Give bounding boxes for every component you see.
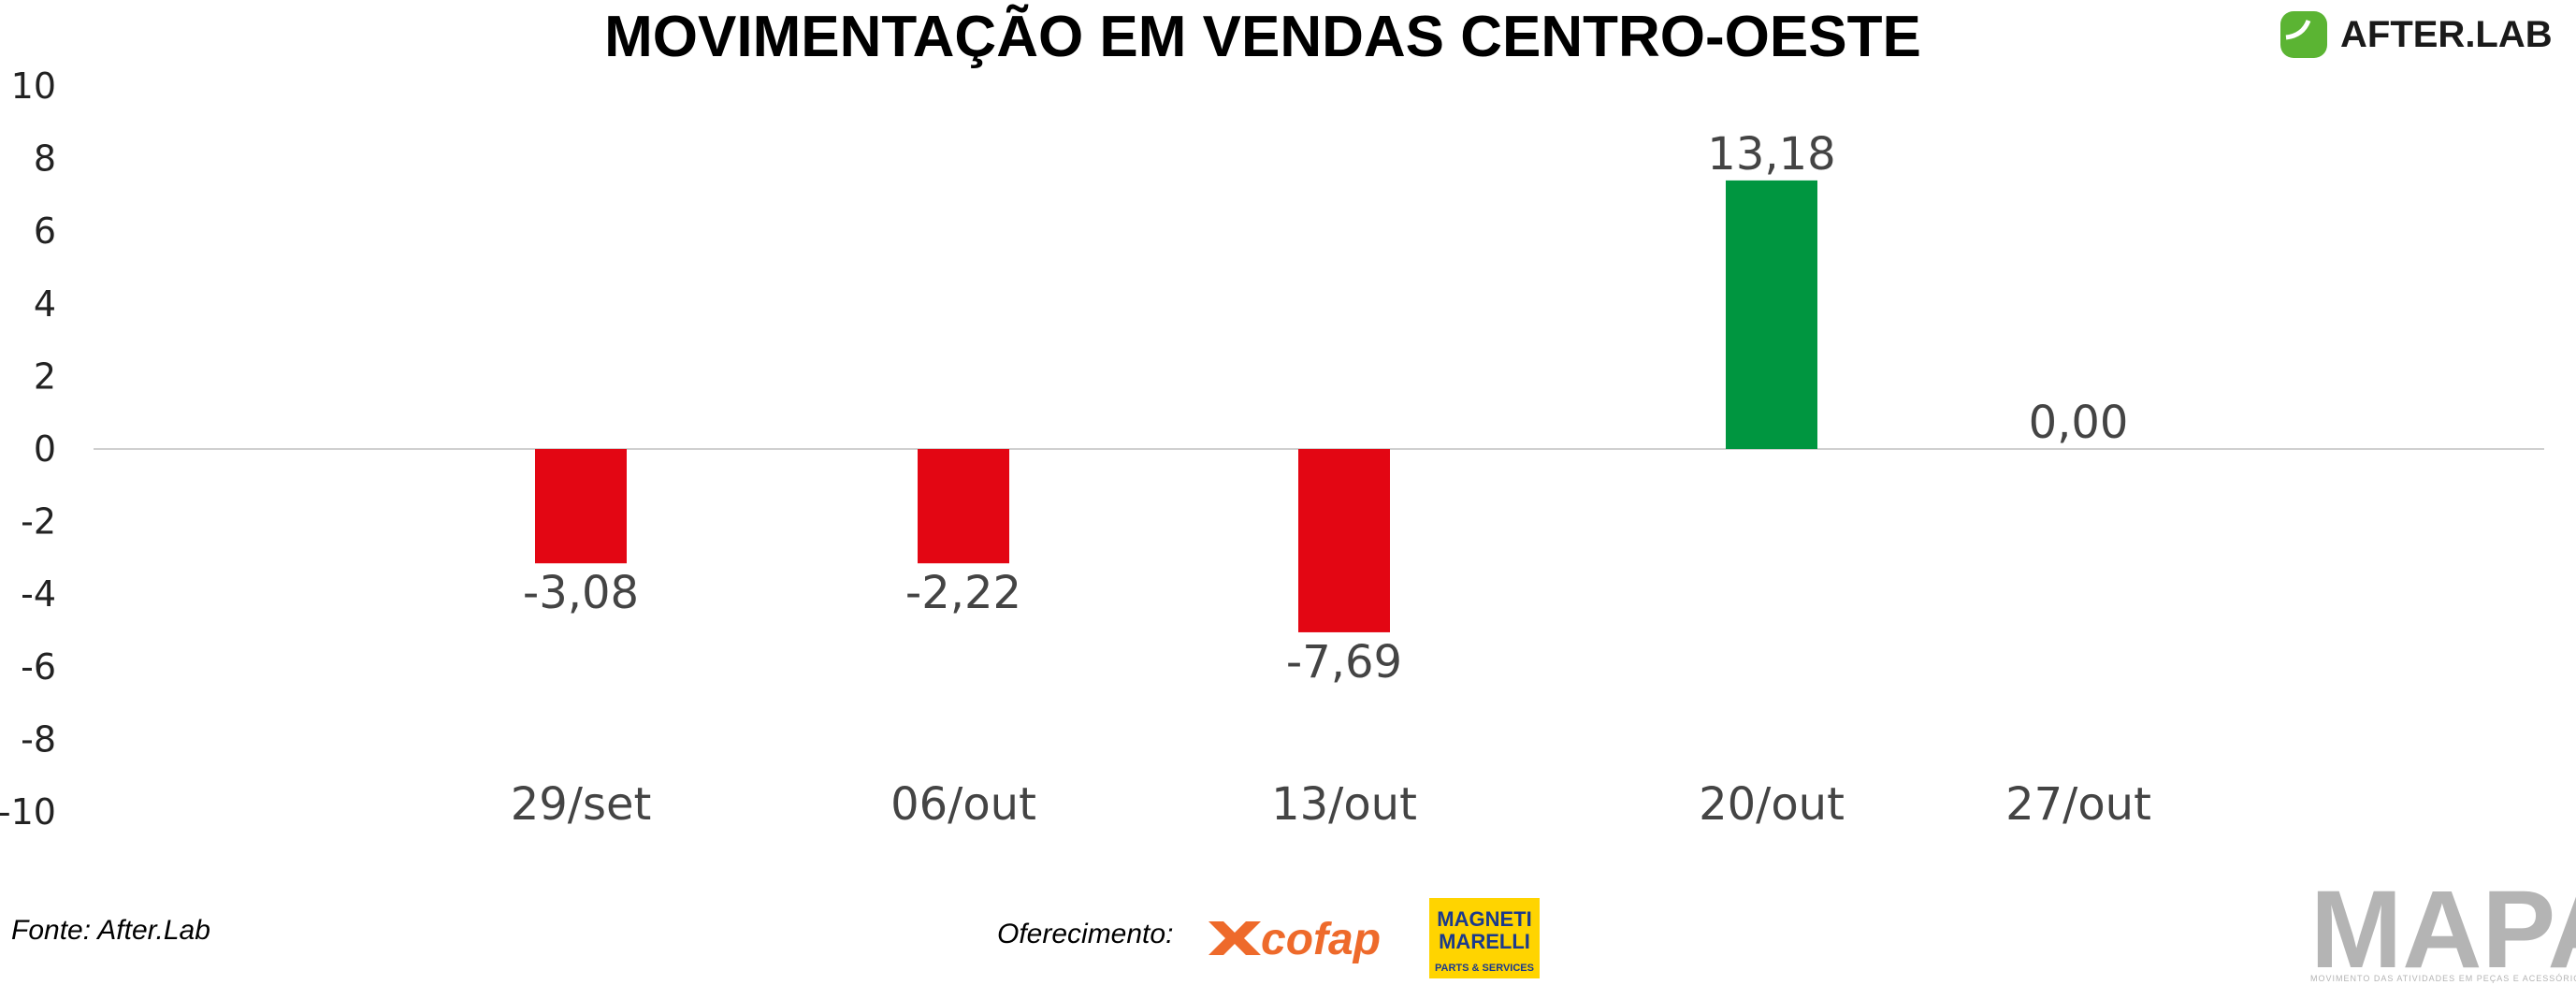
x-tick-label: 29/set bbox=[511, 778, 652, 831]
source-note: Fonte: After.Lab bbox=[11, 915, 210, 946]
y-tick-label: -6 bbox=[21, 646, 56, 688]
y-tick-label: 2 bbox=[34, 355, 56, 397]
afterlab-logo: AFTER.LAB bbox=[2280, 11, 2553, 58]
x-tick-label: 13/out bbox=[1271, 778, 1417, 831]
x-axis: 29/set 06/out 13/out 20/out 27/out bbox=[511, 778, 2151, 831]
y-tick-label: -10 bbox=[0, 791, 56, 833]
y-tick-label: -2 bbox=[21, 501, 56, 543]
data-labels: -3,08 -2,22 -7,69 13,18 0,00 bbox=[523, 128, 2129, 688]
bars bbox=[535, 180, 1817, 632]
y-tick-label: -8 bbox=[21, 718, 56, 760]
svg-text:MAGNETI: MAGNETI bbox=[1437, 907, 1531, 931]
y-tick-label: 4 bbox=[34, 283, 56, 325]
x-tick-label: 27/out bbox=[2005, 778, 2151, 831]
svg-text:MARELLI: MARELLI bbox=[1439, 930, 1530, 953]
y-tick-label: 10 bbox=[11, 65, 56, 107]
x-tick-label: 20/out bbox=[1699, 778, 1845, 831]
y-tick-label: 0 bbox=[34, 428, 56, 470]
data-label: -7,69 bbox=[1286, 636, 1402, 688]
data-label: -2,22 bbox=[905, 567, 1021, 619]
bar-20/out bbox=[1726, 180, 1817, 449]
cofap-logo: cofap bbox=[1208, 915, 1381, 964]
svg-text:MAPA: MAPA bbox=[2310, 868, 2576, 985]
bar-13/out bbox=[1298, 449, 1390, 632]
y-tick-label: -4 bbox=[21, 573, 56, 615]
chart-title: MOVIMENTAÇÃO EM VENDAS CENTRO-OESTE bbox=[604, 5, 1921, 69]
magneti-marelli-logo: MAGNETI MARELLI PARTS & SERVICES bbox=[1429, 898, 1540, 978]
cofap-x-icon bbox=[1208, 921, 1261, 955]
afterlab-leaf-icon bbox=[2280, 11, 2327, 58]
data-label: 13,18 bbox=[1707, 128, 1835, 181]
bar-06/out bbox=[918, 449, 1009, 564]
y-tick-label: 6 bbox=[34, 210, 56, 252]
svg-text:cofap: cofap bbox=[1261, 915, 1381, 964]
data-label: 0,00 bbox=[2029, 397, 2129, 449]
data-label: -3,08 bbox=[523, 567, 639, 619]
afterlab-wordmark: AFTER.LAB bbox=[2340, 14, 2553, 55]
sponsor-label: Oferecimento: bbox=[997, 919, 1173, 949]
bar-29/set bbox=[535, 449, 627, 564]
y-tick-label: 8 bbox=[34, 138, 56, 180]
mapa-logo: MAPA MOVIMENTO DAS ATIVIDADES EM PEÇAS E… bbox=[2310, 868, 2576, 985]
svg-text:PARTS & SERVICES: PARTS & SERVICES bbox=[1435, 963, 1534, 974]
x-tick-label: 06/out bbox=[890, 778, 1036, 831]
svg-text:MOVIMENTO DAS ATIVIDADES EM PE: MOVIMENTO DAS ATIVIDADES EM PEÇAS E ACES… bbox=[2310, 974, 2576, 983]
y-axis: 10 8 6 4 2 0 -2 -4 -6 -8 -10 bbox=[0, 65, 56, 833]
